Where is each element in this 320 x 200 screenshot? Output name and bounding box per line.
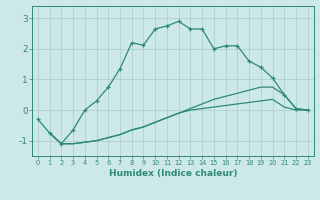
X-axis label: Humidex (Indice chaleur): Humidex (Indice chaleur)	[108, 169, 237, 178]
